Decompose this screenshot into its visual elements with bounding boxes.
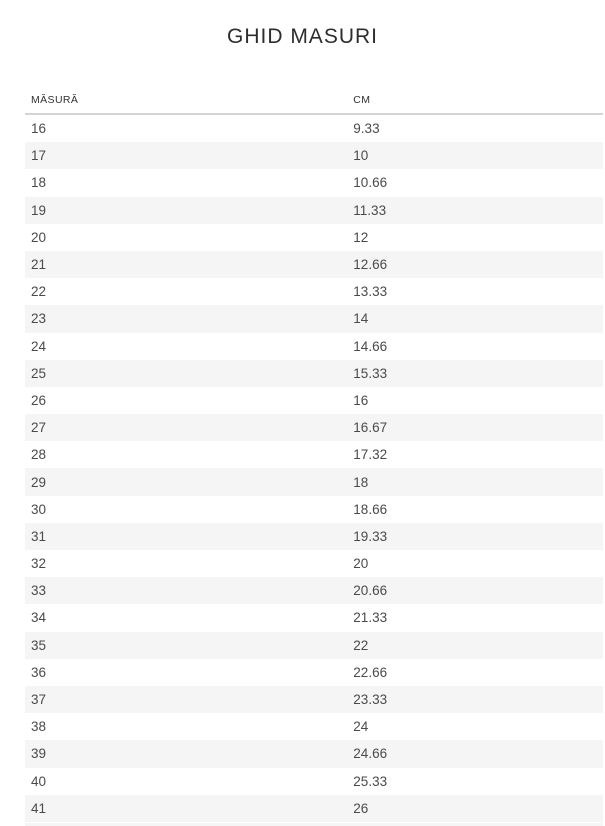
table-row: 35 22: [25, 631, 603, 659]
table-row: 22 13.33: [25, 278, 603, 305]
size-cell: 25: [31, 365, 47, 381]
table-row: 31 19.33: [25, 522, 603, 550]
table-row: 20 12: [25, 224, 603, 251]
table-row: 19 11.33: [25, 196, 603, 224]
size-cell: 21: [31, 257, 47, 273]
table-body: 16 9.33 17 10 18 10.66 19 11.33 20 12 21 12.66 22 13.…: [25, 114, 603, 822]
size-cell: 38: [31, 719, 47, 735]
cm-cell: 23.33: [353, 692, 388, 708]
size-cell: 40: [31, 773, 47, 789]
size-cell: 16: [31, 121, 47, 137]
cm-cell: 20.66: [353, 583, 388, 599]
size-cell: 33: [31, 583, 47, 599]
size-cell: 31: [31, 528, 47, 544]
cm-cell: 22.66: [353, 664, 388, 680]
size-cell: 27: [31, 420, 47, 436]
size-cell: 17: [31, 148, 47, 164]
cm-cell: 18.66: [353, 501, 388, 517]
cm-cell: 10: [353, 148, 369, 164]
table-row: 18 10.66: [25, 169, 603, 196]
table-row: 24 14.66: [25, 333, 603, 360]
size-cell: 24: [31, 338, 47, 354]
cm-cell: 9.33: [353, 121, 380, 137]
table-row: 36 22.66: [25, 659, 603, 686]
cm-cell: 17.32: [353, 447, 388, 463]
cm-cell: 10.66: [353, 175, 388, 191]
cm-cell: 11.33: [353, 202, 387, 218]
cm-cell: 15.33: [353, 365, 388, 381]
size-cell: 22: [31, 284, 47, 300]
cm-cell: 24: [353, 719, 369, 735]
table-row: 39 24.66: [25, 740, 603, 768]
size-cell: 41: [31, 800, 47, 816]
size-cell: 36: [31, 664, 47, 680]
table-row: 27 16.67: [25, 414, 603, 442]
table-header: MĂSURĂ CM: [25, 95, 603, 115]
table-row: 17 10: [25, 142, 603, 170]
table-row: 30 18.66: [25, 496, 603, 523]
cm-cell: 19.33: [353, 528, 388, 544]
size-cell: 37: [31, 692, 47, 708]
size-cell: 23: [31, 311, 47, 327]
page-title: GHID MASURI: [226, 25, 378, 48]
size-cell: 29: [31, 474, 47, 490]
cm-cell: 21.33: [353, 610, 388, 626]
size-cell: 20: [31, 229, 47, 245]
column-header-size: MĂSURĂ: [25, 95, 348, 115]
cm-cell: 20: [353, 556, 369, 572]
table-row: 34 21.33: [25, 604, 603, 631]
cm-cell: 16.67: [353, 420, 388, 436]
column-header-cm: CM: [347, 95, 603, 115]
size-cell: 39: [31, 746, 47, 762]
cm-cell: 13.33: [353, 284, 388, 300]
cm-cell: 22: [353, 637, 369, 653]
size-cell: 35: [31, 637, 47, 653]
size-cell: 28: [31, 447, 47, 463]
table-row: 37 23.33: [25, 685, 603, 714]
cm-cell: 18: [353, 474, 369, 490]
header-row: MĂSURĂ CM: [25, 95, 603, 115]
table-row: 29 18: [25, 468, 603, 496]
table-row: 26 16: [25, 387, 603, 414]
cm-cell: 12.66: [353, 257, 388, 273]
table-row: 33 20.66: [25, 577, 603, 605]
size-cell: 34: [31, 610, 47, 626]
cm-cell: 14: [353, 311, 369, 327]
table-row: 40 25.33: [25, 768, 603, 795]
cm-cell: 25.33: [353, 773, 388, 789]
table-row: 28 17.32: [25, 441, 603, 468]
table-row: 16 9.33: [25, 114, 603, 142]
cm-cell: 12: [353, 229, 369, 245]
table-row: 38 24: [25, 713, 603, 740]
size-cell: 30: [31, 501, 47, 517]
table-row: 41 26: [25, 794, 603, 822]
table-row: 23 14: [25, 305, 603, 333]
cm-cell: 14.66: [353, 338, 388, 354]
table-row: 25 15.33: [25, 359, 603, 387]
size-guide-table: MĂSURĂ CM 16 9.33 17 10 18 10.66 19 11.33 20 12 21…: [25, 95, 603, 822]
size-cell: 18: [31, 175, 47, 191]
table-row: 21 12.66: [25, 250, 603, 279]
cm-cell: 24.66: [353, 746, 388, 762]
table-row: 32 20: [25, 550, 603, 577]
size-cell: 26: [31, 392, 47, 408]
cm-cell: 16: [353, 392, 369, 408]
size-cell: 19: [31, 202, 47, 218]
next-row-peek-stripe: [25, 823, 603, 826]
cm-cell: 26: [353, 800, 369, 816]
size-cell: 32: [31, 556, 47, 572]
